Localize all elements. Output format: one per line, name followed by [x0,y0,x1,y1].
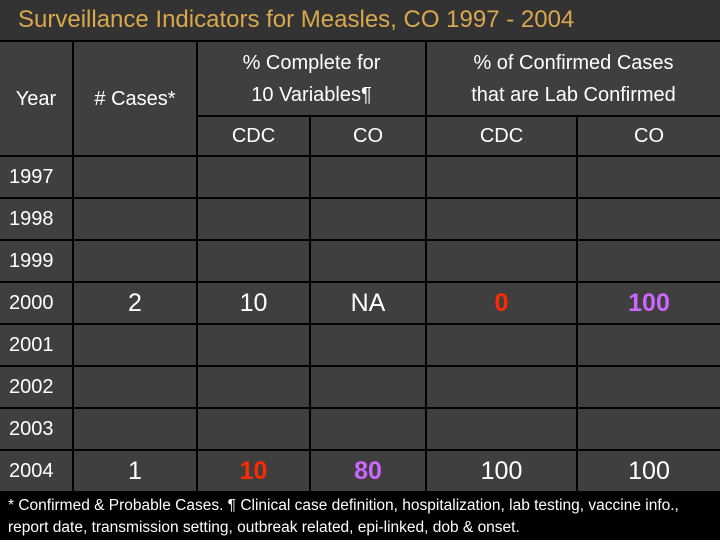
header-line: % of Confirmed Cases [473,51,674,74]
empty-cell [74,157,196,197]
empty-cell [198,199,309,239]
year-cell: 2002 [0,367,72,407]
year-cell: 1997 [0,157,72,197]
empty-cell [198,409,309,449]
year-cell: 2004 [0,451,72,491]
table: Year # Cases* % Complete for 10 Variables¶ C… [0,42,720,492]
footnote: * Confirmed & Probable Cases. ¶ Clinical… [8,497,679,536]
empty-cell [74,241,196,281]
empty-cell [427,409,576,449]
year-cell: 2003 [0,409,72,449]
empty-cell [427,157,576,197]
empty-cell [578,241,720,281]
empty-cell [74,409,196,449]
title: Surveillance Indicators for Measles, CO … [0,0,720,40]
sub-header: CDC [427,117,576,155]
year-header: Year [0,42,72,155]
year-cell: 1998 [0,199,72,239]
header-line: % Complete for [242,51,381,74]
empty-cell [311,409,425,449]
year-cell: 1999 [0,241,72,281]
value-cell: 2 [74,283,196,323]
empty-cell [74,325,196,365]
value-cell: 100 [578,451,720,491]
header-line: 10 Variables¶ [251,83,372,106]
empty-cell [74,199,196,239]
empty-cell [578,325,720,365]
empty-cell [578,199,720,239]
empty-cell [311,199,425,239]
header-line: that are Lab Confirmed [471,83,676,106]
empty-cell [427,367,576,407]
empty-cell [198,367,309,407]
empty-cell [427,199,576,239]
empty-cell [198,325,309,365]
value-cell: NA [311,283,425,323]
empty-cell [198,157,309,197]
empty-cell [311,367,425,407]
cases-header: # Cases* [74,42,196,155]
empty-cell [578,409,720,449]
empty-cell [74,367,196,407]
sub-header: CDC [198,117,309,155]
value-cell: 10 [198,451,309,491]
empty-cell [311,241,425,281]
complete-header: % Complete for 10 Variables¶ [198,42,425,115]
value-cell: 100 [578,283,720,323]
value-cell: 0 [427,283,576,323]
sub-header: CO [311,117,425,155]
empty-cell [311,325,425,365]
lab-header: % of Confirmed Cases that are Lab Confirm… [427,42,720,115]
empty-cell [198,241,309,281]
empty-cell [578,367,720,407]
empty-cell [578,157,720,197]
value-cell: 100 [427,451,576,491]
year-cell: 2001 [0,325,72,365]
empty-cell [427,241,576,281]
value-cell: 1 [74,451,196,491]
value-cell: 10 [198,283,309,323]
value-cell: 80 [311,451,425,491]
empty-cell [311,157,425,197]
empty-cell [427,325,576,365]
sub-header: CO [578,117,720,155]
year-cell: 2000 [0,283,72,323]
